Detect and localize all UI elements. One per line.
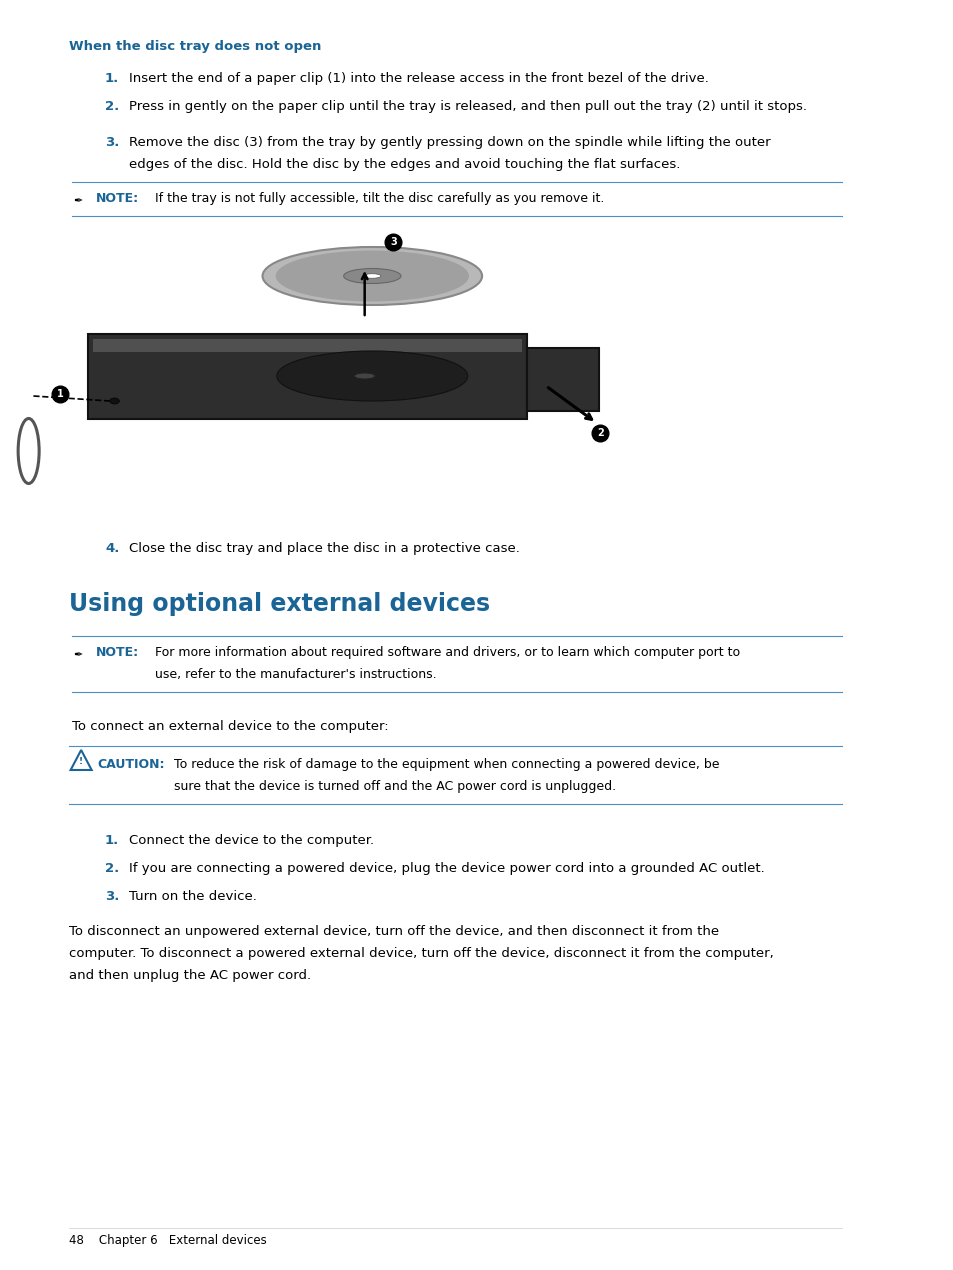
Text: 2.: 2.: [105, 100, 119, 113]
Text: Remove the disc (3) from the tray by gently pressing down on the spindle while l: Remove the disc (3) from the tray by gen…: [129, 136, 770, 149]
Text: 1: 1: [57, 389, 64, 399]
Text: ✒: ✒: [73, 196, 83, 206]
Text: 2.: 2.: [105, 862, 119, 875]
Text: 3.: 3.: [105, 136, 119, 149]
Ellipse shape: [276, 351, 467, 401]
Ellipse shape: [275, 250, 469, 301]
Text: sure that the device is turned off and the AC power cord is unplugged.: sure that the device is turned off and t…: [173, 780, 616, 792]
Text: computer. To disconnect a powered external device, turn off the device, disconne: computer. To disconnect a powered extern…: [69, 947, 773, 960]
Text: !: !: [79, 757, 83, 767]
Text: Connect the device to the computer.: Connect the device to the computer.: [129, 834, 374, 847]
Text: ✒: ✒: [73, 650, 83, 660]
Bar: [92, 339, 521, 352]
Text: Turn on the device.: Turn on the device.: [129, 890, 256, 903]
Text: 3: 3: [390, 237, 396, 246]
Text: Insert the end of a paper clip (1) into the release access in the front bezel of: Insert the end of a paper clip (1) into …: [129, 72, 708, 85]
Bar: [526, 348, 598, 411]
Text: 1.: 1.: [105, 72, 119, 85]
Text: When the disc tray does not open: When the disc tray does not open: [69, 39, 321, 53]
Text: and then unplug the AC power cord.: and then unplug the AC power cord.: [69, 969, 311, 982]
Ellipse shape: [110, 398, 119, 404]
Text: 2: 2: [597, 428, 603, 438]
Text: For more information about required software and drivers, or to learn which comp: For more information about required soft…: [154, 646, 739, 659]
Text: use, refer to the manufacturer's instructions.: use, refer to the manufacturer's instruc…: [154, 668, 436, 681]
Ellipse shape: [343, 268, 400, 283]
Text: To disconnect an unpowered external device, turn off the device, and then discon: To disconnect an unpowered external devi…: [69, 925, 719, 939]
Ellipse shape: [262, 246, 481, 305]
Text: To connect an external device to the computer:: To connect an external device to the com…: [71, 720, 388, 733]
Text: Press in gently on the paper clip until the tray is released, and then pull out : Press in gently on the paper clip until …: [129, 100, 806, 113]
Ellipse shape: [354, 373, 375, 378]
Text: NOTE:: NOTE:: [95, 192, 138, 204]
Bar: [88, 334, 526, 419]
Text: Close the disc tray and place the disc in a protective case.: Close the disc tray and place the disc i…: [129, 542, 519, 555]
Text: CAUTION:: CAUTION:: [97, 758, 165, 771]
Text: 4.: 4.: [105, 542, 119, 555]
Text: Using optional external devices: Using optional external devices: [69, 592, 489, 616]
Text: 48    Chapter 6   External devices: 48 Chapter 6 External devices: [69, 1234, 266, 1247]
Text: To reduce the risk of damage to the equipment when connecting a powered device, : To reduce the risk of damage to the equi…: [173, 758, 719, 771]
Text: If the tray is not fully accessible, tilt the disc carefully as you remove it.: If the tray is not fully accessible, til…: [154, 192, 603, 204]
Ellipse shape: [363, 274, 380, 278]
Text: 1.: 1.: [105, 834, 119, 847]
Text: edges of the disc. Hold the disc by the edges and avoid touching the flat surfac: edges of the disc. Hold the disc by the …: [129, 157, 679, 171]
Text: 3.: 3.: [105, 890, 119, 903]
Text: If you are connecting a powered device, plug the device power cord into a ground: If you are connecting a powered device, …: [129, 862, 763, 875]
Text: NOTE:: NOTE:: [95, 646, 138, 659]
